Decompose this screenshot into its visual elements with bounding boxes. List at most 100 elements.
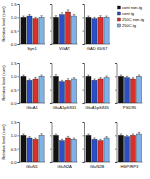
y-tick	[83, 135, 85, 136]
bar	[39, 135, 44, 162]
y-tick-mark	[18, 63, 20, 64]
bar	[65, 80, 70, 103]
bar	[21, 17, 26, 44]
y-tick	[50, 44, 52, 45]
y-tick	[115, 63, 117, 64]
y-tick-label: 1.0	[11, 133, 17, 138]
y-tick	[83, 63, 85, 64]
error-bar	[93, 138, 95, 139]
error-bar	[55, 134, 57, 135]
panel-title: GluA1	[26, 105, 38, 110]
y-tick	[83, 76, 85, 77]
error-bar	[61, 13, 63, 15]
y-tick-mark	[50, 4, 52, 5]
error-bar	[61, 139, 63, 140]
y-tick-label: 1.5	[11, 2, 17, 7]
y-tick-mark	[50, 90, 52, 91]
bar	[59, 141, 64, 162]
y-axis	[115, 123, 117, 163]
y-tick	[83, 162, 85, 163]
y-tick-mark	[83, 17, 85, 18]
y-tick	[115, 103, 117, 104]
bar	[65, 138, 70, 162]
error-bar	[99, 78, 101, 79]
bar	[98, 17, 103, 44]
error-bar	[99, 139, 101, 140]
y-tick-mark	[115, 162, 117, 163]
bar	[86, 76, 91, 103]
bar	[21, 135, 26, 162]
y-tick	[83, 31, 85, 32]
error-bar	[61, 80, 63, 81]
panel: 0.00.51.01.5Syn1	[11, 2, 45, 51]
y-tick	[50, 63, 52, 64]
error-bar	[120, 75, 122, 76]
y-tick	[115, 90, 117, 91]
y-tick-mark	[18, 44, 20, 45]
error-bar	[73, 78, 75, 79]
y-tick-mark	[83, 63, 85, 64]
y-tick: 1.0	[11, 15, 19, 20]
error-bar	[132, 134, 134, 135]
y-tick	[50, 122, 52, 123]
y-axis	[50, 64, 52, 104]
y-tick-mark	[83, 135, 85, 136]
y-tick-label: 1.5	[11, 61, 17, 66]
panel: GluN2B	[83, 123, 111, 170]
bars	[118, 75, 141, 103]
y-tick-mark	[115, 122, 117, 123]
y-tick	[83, 122, 85, 123]
bar	[59, 15, 64, 44]
error-bar	[22, 134, 24, 135]
panel: PSD95	[115, 64, 143, 111]
error-bar	[22, 16, 24, 17]
panel-title: GluN2B	[90, 164, 105, 169]
error-bar	[34, 138, 36, 139]
error-bar	[138, 75, 140, 76]
bars	[86, 16, 109, 44]
y-tick: 1.5	[11, 2, 19, 7]
y-tick-mark	[83, 31, 85, 32]
y-tick: 0.5	[11, 88, 19, 93]
error-bar	[132, 78, 134, 79]
panel-title: GAD 65/67	[87, 46, 108, 51]
y-tick-mark	[18, 135, 20, 136]
error-bar	[126, 76, 128, 77]
y-axis	[83, 5, 85, 45]
panel-title: PSD95	[123, 105, 137, 110]
y-tick-mark	[83, 44, 85, 45]
y-axis	[50, 123, 52, 163]
bars	[86, 134, 109, 162]
error-bar	[67, 10, 69, 12]
panel: 0.00.51.01.5GluA1	[11, 61, 45, 110]
bar	[136, 134, 141, 162]
y-tick-label: 0.5	[11, 88, 17, 93]
y-tick	[50, 31, 52, 32]
y-tick-mark	[50, 162, 52, 163]
y-tick: 1.0	[11, 133, 19, 138]
y-tick	[50, 76, 52, 77]
figure: 0.00.51.01.5Syn1Relative level (sum)VGAT…	[0, 0, 150, 179]
error-bar	[99, 16, 101, 18]
bars	[53, 134, 76, 162]
bar	[104, 138, 109, 162]
y-axis-line	[50, 5, 52, 45]
y-tick: 0.5	[11, 147, 19, 152]
y-tick	[50, 103, 52, 104]
y-tick: 1.0	[11, 74, 19, 79]
y-tick-mark	[50, 31, 52, 32]
error-bar	[28, 79, 30, 80]
y-tick	[115, 135, 117, 136]
y-tick-label: 0.0	[11, 160, 17, 165]
bar	[92, 19, 97, 44]
y-axis: 0.00.51.01.5	[11, 61, 20, 106]
error-bar	[120, 134, 122, 135]
bars	[21, 75, 44, 103]
legend-swatch	[118, 12, 121, 15]
bar	[33, 139, 38, 162]
panel-title: GluN1	[26, 164, 39, 169]
bar	[53, 135, 58, 162]
error-bar	[73, 138, 75, 139]
y-tick	[115, 162, 117, 163]
y-tick: 1.5	[11, 61, 19, 66]
